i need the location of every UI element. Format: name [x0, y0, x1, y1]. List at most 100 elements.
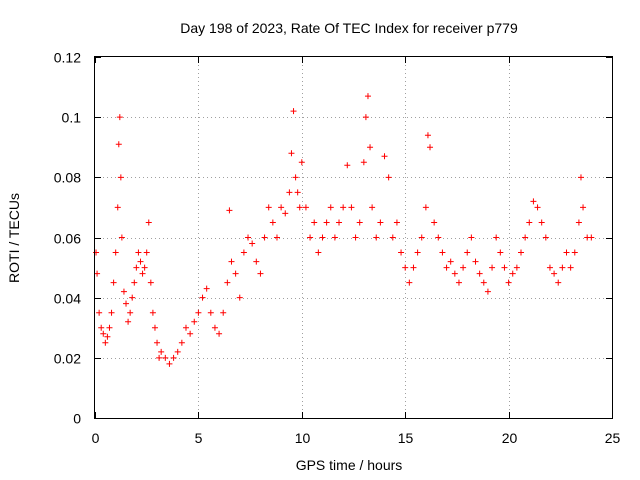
- data-point: [120, 288, 127, 295]
- data-point: [427, 144, 434, 151]
- data-point: [418, 234, 425, 241]
- data-point: [149, 309, 156, 316]
- x-tick-label: 25: [605, 430, 621, 446]
- y-tick-label: 0.04: [54, 291, 81, 307]
- y-axis-ticks: 0 0.02 0.04 0.06 0.08 0.1 0.12: [54, 50, 612, 427]
- data-point: [422, 204, 429, 211]
- data-point: [135, 249, 142, 256]
- y-tick-label: 0.08: [54, 170, 81, 186]
- data-point: [112, 249, 119, 256]
- data-point: [203, 285, 210, 292]
- data-point: [344, 162, 351, 169]
- data-point: [546, 264, 553, 271]
- data-point: [236, 294, 243, 301]
- data-point: [302, 204, 309, 211]
- x-tick-label: 5: [195, 430, 203, 446]
- data-point: [464, 249, 471, 256]
- data-point: [118, 234, 125, 241]
- data-point: [373, 234, 380, 241]
- data-point: [315, 249, 322, 256]
- data-point: [571, 249, 578, 256]
- data-point: [162, 354, 169, 361]
- data-point: [340, 204, 347, 211]
- data-point: [174, 348, 181, 355]
- data-point: [348, 204, 355, 211]
- data-point: [139, 270, 146, 277]
- data-point: [424, 132, 431, 139]
- x-tick-label: 20: [502, 430, 518, 446]
- data-point: [362, 114, 369, 121]
- data-point: [551, 270, 558, 277]
- data-point: [278, 204, 285, 211]
- data-point: [538, 219, 545, 226]
- data-point: [170, 354, 177, 361]
- data-point: [191, 318, 198, 325]
- data-point: [96, 309, 103, 316]
- data-point: [226, 207, 233, 214]
- data-point: [195, 309, 202, 316]
- data-point: [145, 219, 152, 226]
- x-tick-label: 15: [398, 430, 414, 446]
- data-point: [307, 234, 314, 241]
- data-point: [493, 234, 500, 241]
- data-point: [356, 219, 363, 226]
- data-point: [588, 234, 595, 241]
- data-point: [154, 339, 161, 346]
- data-point: [398, 249, 405, 256]
- data-point: [115, 141, 122, 148]
- data-point: [406, 279, 413, 286]
- data-point: [288, 150, 295, 157]
- data-point: [143, 249, 150, 256]
- chart-title: Day 198 of 2023, Rate Of TEC Index for r…: [180, 20, 518, 36]
- data-point: [292, 174, 299, 181]
- data-point: [298, 159, 305, 166]
- data-point: [129, 294, 136, 301]
- data-point: [102, 339, 109, 346]
- data-point: [526, 219, 533, 226]
- data-point: [106, 324, 113, 331]
- data-point: [158, 348, 165, 355]
- data-point: [141, 264, 148, 271]
- data-point: [522, 234, 529, 241]
- data-point: [542, 234, 549, 241]
- data-point: [323, 219, 330, 226]
- data-point: [331, 234, 338, 241]
- y-axis-title: ROTI / TECUs: [6, 193, 22, 283]
- data-point: [577, 174, 584, 181]
- data-point: [484, 288, 491, 295]
- data-point: [476, 270, 483, 277]
- data-point: [147, 279, 154, 286]
- data-point: [367, 144, 374, 151]
- data-point: [286, 189, 293, 196]
- data-point: [352, 234, 359, 241]
- data-point: [290, 108, 297, 115]
- data-point: [131, 279, 138, 286]
- data-point: [133, 264, 140, 271]
- data-point: [455, 279, 462, 286]
- y-tick-label: 0.12: [54, 50, 81, 66]
- data-point: [336, 219, 343, 226]
- data-point: [435, 234, 442, 241]
- data-point: [513, 264, 520, 271]
- data-point: [294, 189, 301, 196]
- data-point: [224, 279, 231, 286]
- data-point: [389, 234, 396, 241]
- data-point: [116, 114, 123, 121]
- data-point: [530, 198, 537, 205]
- data-point: [261, 234, 268, 241]
- data-point: [559, 264, 566, 271]
- data-point: [518, 249, 525, 256]
- data-point: [156, 354, 163, 361]
- data-point: [460, 264, 467, 271]
- data-point: [108, 309, 115, 316]
- data-point: [364, 93, 371, 100]
- data-point: [360, 159, 367, 166]
- data-point: [100, 330, 107, 337]
- y-tick-label: 0.06: [54, 231, 81, 247]
- y-tick-label: 0: [73, 411, 81, 427]
- data-point: [501, 264, 508, 271]
- y-tick-label: 0.02: [54, 351, 81, 367]
- data-point: [114, 204, 121, 211]
- data-point: [497, 249, 504, 256]
